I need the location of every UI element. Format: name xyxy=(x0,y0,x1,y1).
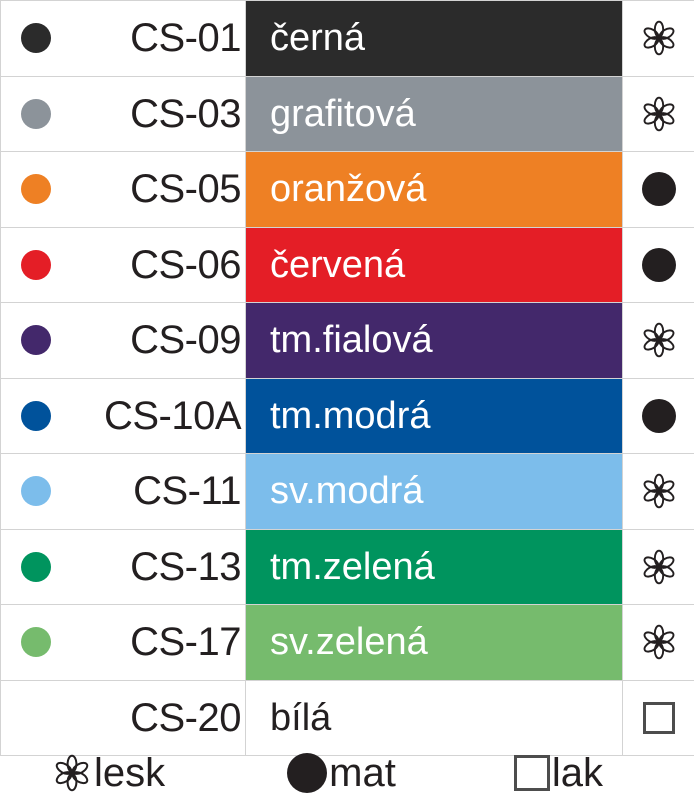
table-row[interactable]: CS-01 černá xyxy=(0,0,694,77)
color-swatch-band: bílá xyxy=(246,680,622,755)
color-swatch-band: grafitová xyxy=(246,76,622,151)
table-row[interactable]: CS-09 tm.fialová xyxy=(0,302,694,379)
legend-label: lesk xyxy=(94,751,166,795)
color-name: sv.modrá xyxy=(270,470,424,513)
code-cell: CS-20 xyxy=(0,679,246,756)
color-swatch-band: sv.modrá xyxy=(246,454,622,529)
table-row[interactable]: CS-05 oranžová xyxy=(0,151,694,228)
color-name: černá xyxy=(270,17,366,60)
filled-circle-icon xyxy=(623,228,694,303)
color-code: CS-09 xyxy=(130,318,241,363)
color-swatch-cell: sv.modrá xyxy=(245,453,623,530)
color-swatch-cell: tm.zelená xyxy=(245,528,623,605)
color-code: CS-01 xyxy=(130,16,241,61)
legend-label: lak xyxy=(551,751,603,795)
color-code: CS-03 xyxy=(130,91,241,136)
color-swatch-band: tm.fialová xyxy=(246,303,622,378)
color-dot-icon xyxy=(21,551,51,582)
code-cell: CS-09 xyxy=(0,302,246,379)
color-code: CS-06 xyxy=(130,242,241,287)
color-dot-icon xyxy=(21,23,51,54)
color-swatch-cell: sv.zelená xyxy=(245,604,623,681)
finish-cell xyxy=(622,453,694,530)
legend-label: mat xyxy=(329,751,396,795)
color-code: CS-17 xyxy=(130,620,241,665)
color-swatch-band: tm.zelená xyxy=(246,529,622,604)
finish-cell xyxy=(622,302,694,379)
color-dot-icon xyxy=(21,325,51,356)
color-name: grafitová xyxy=(270,92,416,135)
color-name: tm.zelená xyxy=(270,545,435,588)
color-swatch-band: oranžová xyxy=(246,152,622,227)
table-row[interactable]: CS-03 grafitová xyxy=(0,75,694,152)
color-swatch-cell: červená xyxy=(245,226,623,303)
color-name: bílá xyxy=(270,696,332,739)
finish-cell xyxy=(622,604,694,681)
flower-icon xyxy=(623,530,694,605)
finish-cell xyxy=(622,226,694,303)
color-swatch-cell: bílá xyxy=(245,679,623,756)
swatch-table-body: CS-01 černá CS-03 grafitová CS-05 oranžová CS-… xyxy=(0,0,694,756)
color-code: CS-13 xyxy=(130,544,241,589)
color-swatch-cell: tm.fialová xyxy=(245,302,623,379)
legend-item-lesk: lesk xyxy=(52,753,165,793)
color-dot-icon xyxy=(21,400,51,431)
code-cell: CS-06 xyxy=(0,226,246,303)
table-row[interactable]: CS-10A tm.modrá xyxy=(0,377,694,454)
finish-cell xyxy=(622,528,694,605)
finish-cell xyxy=(622,0,694,77)
color-dot-icon xyxy=(21,476,51,507)
color-dot-icon xyxy=(21,627,51,658)
flower-icon xyxy=(623,454,694,529)
color-code: CS-20 xyxy=(130,695,241,740)
finish-cell xyxy=(622,151,694,228)
filled-circle-icon xyxy=(623,379,694,454)
code-cell: CS-10A xyxy=(0,377,246,454)
flower-icon xyxy=(623,303,694,378)
color-dot-icon xyxy=(21,98,51,129)
finish-legend: lesk mat lak xyxy=(0,746,694,800)
color-swatch-cell: černá xyxy=(245,0,623,77)
flower-icon xyxy=(623,1,694,76)
table-row[interactable]: CS-20 bílá xyxy=(0,679,694,756)
color-swatch-cell: tm.modrá xyxy=(245,377,623,454)
color-name: tm.fialová xyxy=(270,319,433,362)
finish-cell xyxy=(622,679,694,756)
color-code: CS-10A xyxy=(103,393,242,438)
code-cell: CS-03 xyxy=(0,75,246,152)
table-row[interactable]: CS-06 červená xyxy=(0,226,694,303)
color-swatch-cell: oranžová xyxy=(245,151,623,228)
color-swatch-band: červená xyxy=(246,227,622,302)
color-name: tm.modrá xyxy=(270,394,431,437)
code-cell: CS-11 xyxy=(0,453,246,530)
finish-cell xyxy=(622,75,694,152)
legend-item-lak: lak xyxy=(513,751,603,795)
flower-icon xyxy=(623,77,694,152)
color-swatch-band: černá xyxy=(246,1,622,76)
color-dot-icon xyxy=(21,249,51,280)
square-outline-icon xyxy=(623,681,694,756)
code-cell: CS-05 xyxy=(0,151,246,228)
color-code: CS-11 xyxy=(133,469,241,514)
color-swatch-band: tm.modrá xyxy=(246,378,622,453)
flower-icon xyxy=(623,605,694,680)
color-dot-icon xyxy=(21,174,51,205)
table-row[interactable]: CS-13 tm.zelená xyxy=(0,528,694,605)
swatch-table: CS-01 černá CS-03 grafitová CS-05 oranžová CS-… xyxy=(0,0,694,756)
finish-cell xyxy=(622,377,694,454)
color-name: červená xyxy=(270,243,406,286)
code-cell: CS-13 xyxy=(0,528,246,605)
table-row[interactable]: CS-17 sv.zelená xyxy=(0,604,694,681)
color-name: sv.zelená xyxy=(270,621,428,664)
filled-circle-icon xyxy=(623,152,694,227)
color-name: oranžová xyxy=(270,168,427,211)
color-code: CS-05 xyxy=(130,167,241,212)
color-swatch-band: sv.zelená xyxy=(246,605,622,680)
code-cell: CS-01 xyxy=(0,0,246,77)
table-row[interactable]: CS-11 sv.modrá xyxy=(0,453,694,530)
legend-item-mat: mat xyxy=(287,753,396,793)
code-cell: CS-17 xyxy=(0,604,246,681)
color-swatch-cell: grafitová xyxy=(245,75,623,152)
